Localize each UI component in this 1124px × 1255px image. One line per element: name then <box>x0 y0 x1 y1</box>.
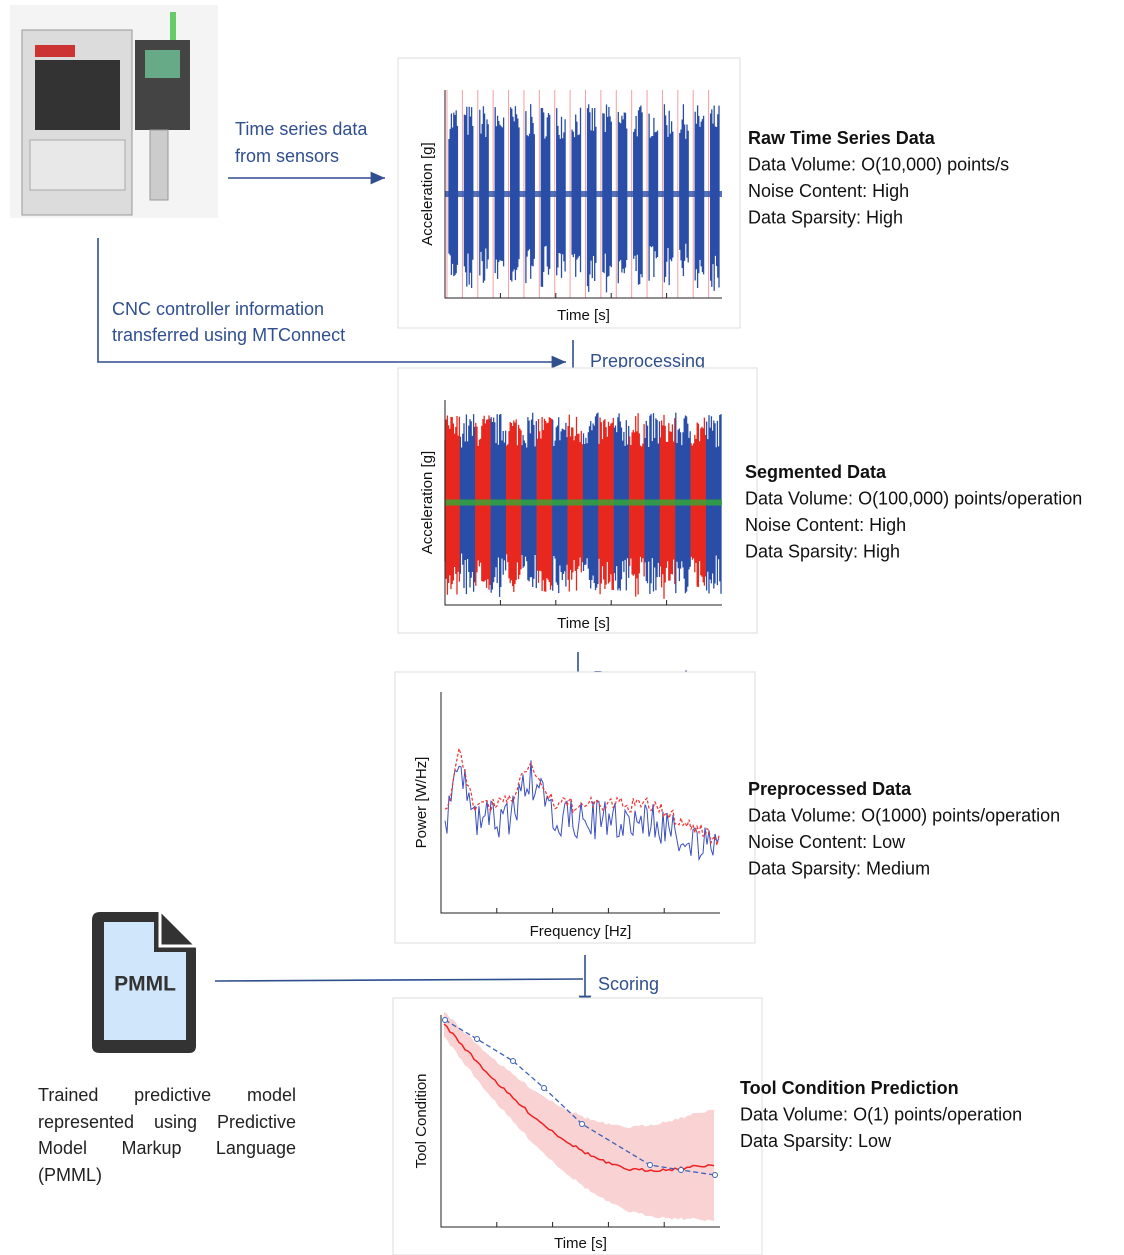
stage-detail: Data Sparsity: Medium <box>748 858 930 878</box>
waveform <box>599 418 613 595</box>
stage-detail: Noise Content: Low <box>748 832 906 852</box>
waveform <box>507 419 521 592</box>
edge-label: CNC controller information <box>112 299 324 319</box>
measured-point <box>648 1163 653 1168</box>
y-axis-label: Acceleration [g] <box>419 142 436 245</box>
waveform <box>464 107 472 288</box>
y-axis-label: Acceleration [g] <box>419 451 436 554</box>
measured-point <box>542 1086 547 1091</box>
stage-title: Segmented Data <box>745 462 887 482</box>
diagram: Time series data from sensors CNC contro… <box>0 0 1124 1255</box>
edge-label: transferred using MTConnect <box>112 325 345 345</box>
arrow <box>215 979 583 981</box>
measured-point <box>443 1018 448 1023</box>
measured-point <box>511 1059 516 1064</box>
x-axis-label: Time [s] <box>554 1235 607 1252</box>
x-axis-label: Frequency [Hz] <box>530 923 632 940</box>
stage-detail: Data Sparsity: High <box>748 207 903 227</box>
stage-title: Tool Condition Prediction <box>740 1078 959 1098</box>
waveform <box>588 104 596 292</box>
x-axis-label: Time [s] <box>557 307 610 324</box>
stage-detail: Noise Content: High <box>745 515 906 535</box>
stage-detail: Data Volume: O(1000) points/operation <box>748 805 1060 825</box>
stage-detail: Data Volume: O(1) points/operation <box>740 1104 1022 1124</box>
x-axis-label: Time [s] <box>557 615 610 632</box>
model-description: Trained predictive model represented usi… <box>38 1082 296 1188</box>
waveform <box>711 105 719 290</box>
cnc-machine <box>10 5 218 218</box>
y-axis-label: Tool Condition <box>413 1073 430 1168</box>
page: Time series data from sensors CNC contro… <box>0 0 1124 1255</box>
waveform <box>680 104 688 276</box>
icon-label: PMML <box>114 973 176 996</box>
measured-point <box>475 1037 480 1042</box>
stage-detail: Data Volume: O(100,000) points/operation <box>745 488 1082 508</box>
measured-point <box>679 1168 684 1173</box>
edge-label: Scoring <box>598 974 659 994</box>
edge-label: Time series data <box>235 119 368 139</box>
stage-detail: Data Sparsity: High <box>745 541 900 561</box>
edge-label: from sensors <box>235 146 339 166</box>
measured-point <box>713 1173 718 1178</box>
stage-detail: Data Sparsity: Low <box>740 1131 892 1151</box>
waveform <box>603 105 611 293</box>
waveform <box>618 112 626 283</box>
y-axis-label: Power [W/Hz] <box>413 757 430 849</box>
stage-detail: Noise Content: High <box>748 181 909 201</box>
stage-detail: Data Volume: O(10,000) points/s <box>748 154 1009 174</box>
stage-title: Preprocessed Data <box>748 779 912 799</box>
plot-frame <box>395 672 755 943</box>
stage-title: Raw Time Series Data <box>748 128 936 148</box>
measured-point <box>580 1122 585 1127</box>
